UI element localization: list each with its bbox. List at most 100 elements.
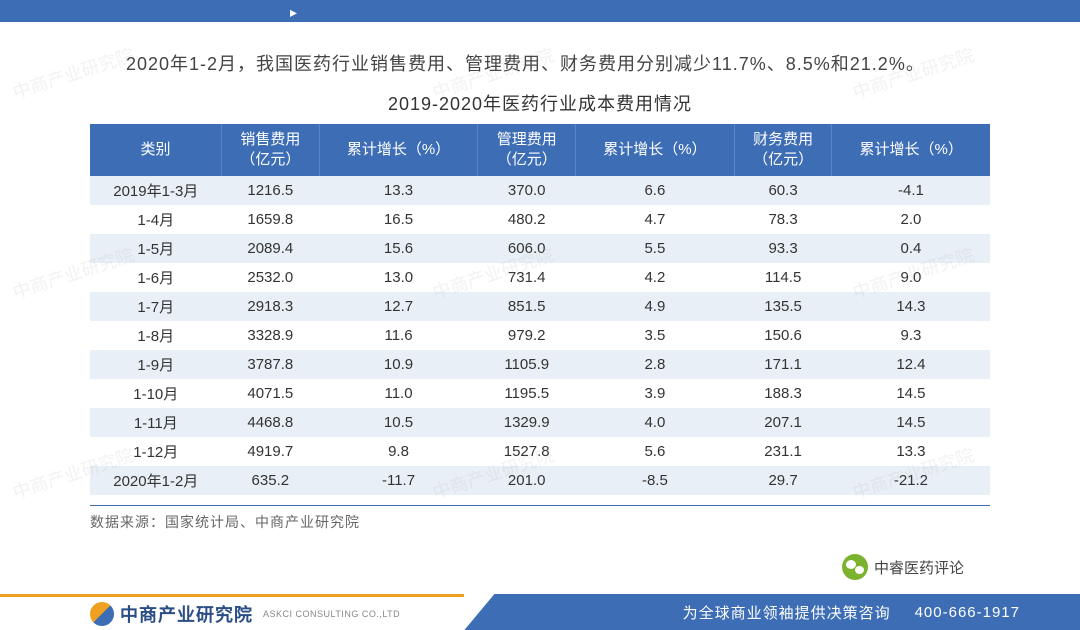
table-cell: 9.3 — [832, 321, 990, 350]
table-cell: 171.1 — [734, 350, 832, 379]
table-cell: 231.1 — [734, 437, 832, 466]
table-col-header: 累计增长（%） — [319, 124, 478, 177]
table-row: 2020年1-2月635.2-11.7201.0-8.529.7-21.2 — [90, 466, 990, 495]
table-cell: 1-6月 — [90, 263, 222, 292]
table-cell: 10.9 — [319, 350, 478, 379]
table-cell: 11.0 — [319, 379, 478, 408]
table-cell: 114.5 — [734, 263, 832, 292]
table-col-header: 累计增长（%） — [832, 124, 990, 177]
table-cell: 78.3 — [734, 205, 832, 234]
table-cell: -21.2 — [832, 466, 990, 495]
table-cell: 4.2 — [575, 263, 734, 292]
table-row: 1-8月3328.911.6979.23.5150.69.3 — [90, 321, 990, 350]
table-cell: 12.4 — [832, 350, 990, 379]
table-cell: 1195.5 — [478, 379, 576, 408]
table-row: 1-4月1659.816.5480.24.778.32.0 — [90, 205, 990, 234]
table-row: 1-11月4468.810.51329.94.0207.114.5 — [90, 408, 990, 437]
table-cell: 1659.8 — [222, 205, 320, 234]
table-row: 1-12月4919.79.81527.85.6231.113.3 — [90, 437, 990, 466]
table-cell: 3.5 — [575, 321, 734, 350]
table-cell: 1-5月 — [90, 234, 222, 263]
table-row: 1-10月4071.511.01195.53.9188.314.5 — [90, 379, 990, 408]
table-cell: 1-8月 — [90, 321, 222, 350]
table-cell: 1329.9 — [478, 408, 576, 437]
table-cell: 14.3 — [832, 292, 990, 321]
wechat-icon — [842, 554, 868, 580]
table-cell: 3.9 — [575, 379, 734, 408]
table-cell: 370.0 — [478, 176, 576, 205]
table-cell: -4.1 — [832, 176, 990, 205]
table-cell: 731.4 — [478, 263, 576, 292]
table-cell: 135.5 — [734, 292, 832, 321]
table-cell: 480.2 — [478, 205, 576, 234]
table-cell: 2918.3 — [222, 292, 320, 321]
table-cell: 60.3 — [734, 176, 832, 205]
table-cell: 2.8 — [575, 350, 734, 379]
table-cell: 4071.5 — [222, 379, 320, 408]
table-row: 1-7月2918.312.7851.54.9135.514.3 — [90, 292, 990, 321]
footer-right: 为全球商业领袖提供决策咨询 400-666-1917 — [464, 594, 1080, 630]
footer-brand: 中商产业研究院 ASKCI CONSULTING CO.,LTD — [0, 594, 464, 630]
table-cell: 9.8 — [319, 437, 478, 466]
footer-slogan: 为全球商业领袖提供决策咨询 — [683, 602, 891, 623]
table-row: 1-6月2532.013.0731.44.2114.59.0 — [90, 263, 990, 292]
table-cell: 4.9 — [575, 292, 734, 321]
intro-paragraph: 2020年1-2月，我国医药行业销售费用、管理费用、财务费用分别减少11.7%、… — [90, 46, 990, 84]
table-cell: -8.5 — [575, 466, 734, 495]
table-cell: 2019年1-3月 — [90, 176, 222, 205]
table-cell: 12.7 — [319, 292, 478, 321]
table-cell: 1-10月 — [90, 379, 222, 408]
data-source: 数据来源：国家统计局、中商产业研究院 — [90, 505, 990, 532]
table-cell: 29.7 — [734, 466, 832, 495]
table-cell: 1-11月 — [90, 408, 222, 437]
table-cell: 635.2 — [222, 466, 320, 495]
brand-name-cn: 中商产业研究院 — [120, 601, 253, 627]
footer: 中商产业研究院 ASKCI CONSULTING CO.,LTD 为全球商业领袖… — [0, 594, 1080, 630]
table-cell: 188.3 — [734, 379, 832, 408]
table-cell: 4919.7 — [222, 437, 320, 466]
table-cell: 1105.9 — [478, 350, 576, 379]
table-cell: 4.7 — [575, 205, 734, 234]
wechat-label: 中睿医药评论 — [874, 557, 964, 578]
brand-name-en: ASKCI CONSULTING CO.,LTD — [263, 609, 400, 619]
table-col-header: 管理费用（亿元） — [478, 124, 576, 177]
table-cell: 851.5 — [478, 292, 576, 321]
table-col-header: 销售费用（亿元） — [222, 124, 320, 177]
table-cell: 13.0 — [319, 263, 478, 292]
brand-logo-icon — [90, 602, 114, 626]
table-cell: 1-9月 — [90, 350, 222, 379]
table-cell: 11.6 — [319, 321, 478, 350]
table-col-header: 类别 — [90, 124, 222, 177]
table-cell: 16.5 — [319, 205, 478, 234]
table-col-header: 财务费用（亿元） — [734, 124, 832, 177]
table-cell: 4468.8 — [222, 408, 320, 437]
table-cell: 1-7月 — [90, 292, 222, 321]
table-header: 类别销售费用（亿元）累计增长（%）管理费用（亿元）累计增长（%）财务费用（亿元）… — [90, 124, 990, 177]
table-col-header: 累计增长（%） — [575, 124, 734, 177]
table-cell: 9.0 — [832, 263, 990, 292]
table-cell: 13.3 — [832, 437, 990, 466]
table-cell: 1216.5 — [222, 176, 320, 205]
table-cell: 207.1 — [734, 408, 832, 437]
table-cell: 2532.0 — [222, 263, 320, 292]
top-bar: ▸ — [0, 0, 1080, 22]
main-content: 2020年1-2月，我国医药行业销售费用、管理费用、财务费用分别减少11.7%、… — [0, 22, 1080, 532]
table-cell: 4.0 — [575, 408, 734, 437]
table-cell: 1-12月 — [90, 437, 222, 466]
footer-phone: 400-666-1917 — [915, 604, 1020, 621]
table-cell: 1-4月 — [90, 205, 222, 234]
cost-table: 类别销售费用（亿元）累计增长（%）管理费用（亿元）累计增长（%）财务费用（亿元）… — [90, 124, 990, 496]
table-cell: 15.6 — [319, 234, 478, 263]
wechat-badge: 中睿医药评论 — [836, 552, 970, 582]
table-cell: -11.7 — [319, 466, 478, 495]
table-cell: 0.4 — [832, 234, 990, 263]
table-body: 2019年1-3月1216.513.3370.06.660.3-4.11-4月1… — [90, 176, 990, 495]
table-cell: 14.5 — [832, 408, 990, 437]
table-cell: 201.0 — [478, 466, 576, 495]
table-cell: 2020年1-2月 — [90, 466, 222, 495]
table-cell: 2089.4 — [222, 234, 320, 263]
table-cell: 3787.8 — [222, 350, 320, 379]
table-cell: 5.6 — [575, 437, 734, 466]
table-cell: 14.5 — [832, 379, 990, 408]
table-cell: 1527.8 — [478, 437, 576, 466]
